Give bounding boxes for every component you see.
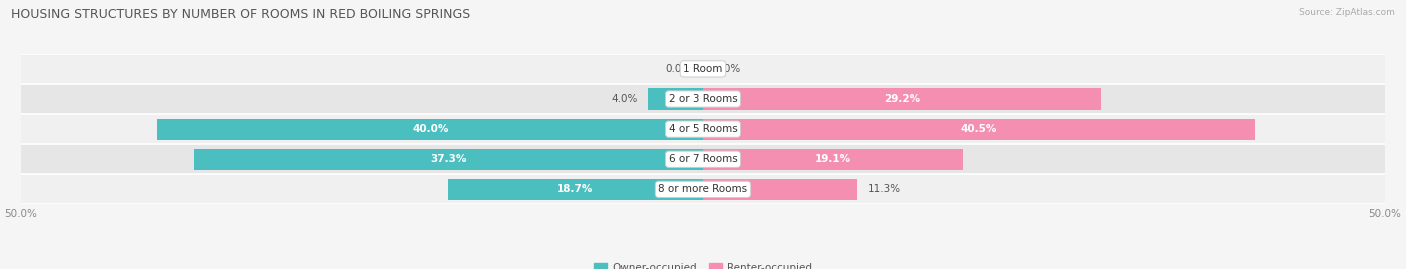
Text: 40.0%: 40.0% <box>412 124 449 134</box>
Text: 1 Room: 1 Room <box>683 64 723 74</box>
Text: 8 or more Rooms: 8 or more Rooms <box>658 184 748 194</box>
Text: 0.0%: 0.0% <box>714 64 740 74</box>
Bar <box>703 149 963 170</box>
Bar <box>21 54 1385 84</box>
Text: 11.3%: 11.3% <box>868 184 901 194</box>
Text: HOUSING STRUCTURES BY NUMBER OF ROOMS IN RED BOILING SPRINGS: HOUSING STRUCTURES BY NUMBER OF ROOMS IN… <box>11 8 471 21</box>
Bar <box>449 179 703 200</box>
Text: 29.2%: 29.2% <box>884 94 920 104</box>
Text: 40.5%: 40.5% <box>960 124 997 134</box>
Text: 18.7%: 18.7% <box>557 184 593 194</box>
Text: 2 or 3 Rooms: 2 or 3 Rooms <box>669 94 737 104</box>
Text: 0.0%: 0.0% <box>666 64 692 74</box>
Text: 19.1%: 19.1% <box>815 154 851 164</box>
Text: 37.3%: 37.3% <box>430 154 467 164</box>
Bar <box>703 179 858 200</box>
Text: 6 or 7 Rooms: 6 or 7 Rooms <box>669 154 737 164</box>
Bar <box>648 89 703 109</box>
Legend: Owner-occupied, Renter-occupied: Owner-occupied, Renter-occupied <box>591 259 815 269</box>
Bar <box>21 114 1385 144</box>
Bar <box>703 119 1256 140</box>
Text: 4.0%: 4.0% <box>612 94 637 104</box>
Bar <box>703 89 1101 109</box>
Bar <box>21 84 1385 114</box>
Bar <box>21 144 1385 174</box>
Bar <box>157 119 703 140</box>
Text: 4 or 5 Rooms: 4 or 5 Rooms <box>669 124 737 134</box>
Bar <box>21 174 1385 204</box>
Bar <box>194 149 703 170</box>
Text: Source: ZipAtlas.com: Source: ZipAtlas.com <box>1299 8 1395 17</box>
